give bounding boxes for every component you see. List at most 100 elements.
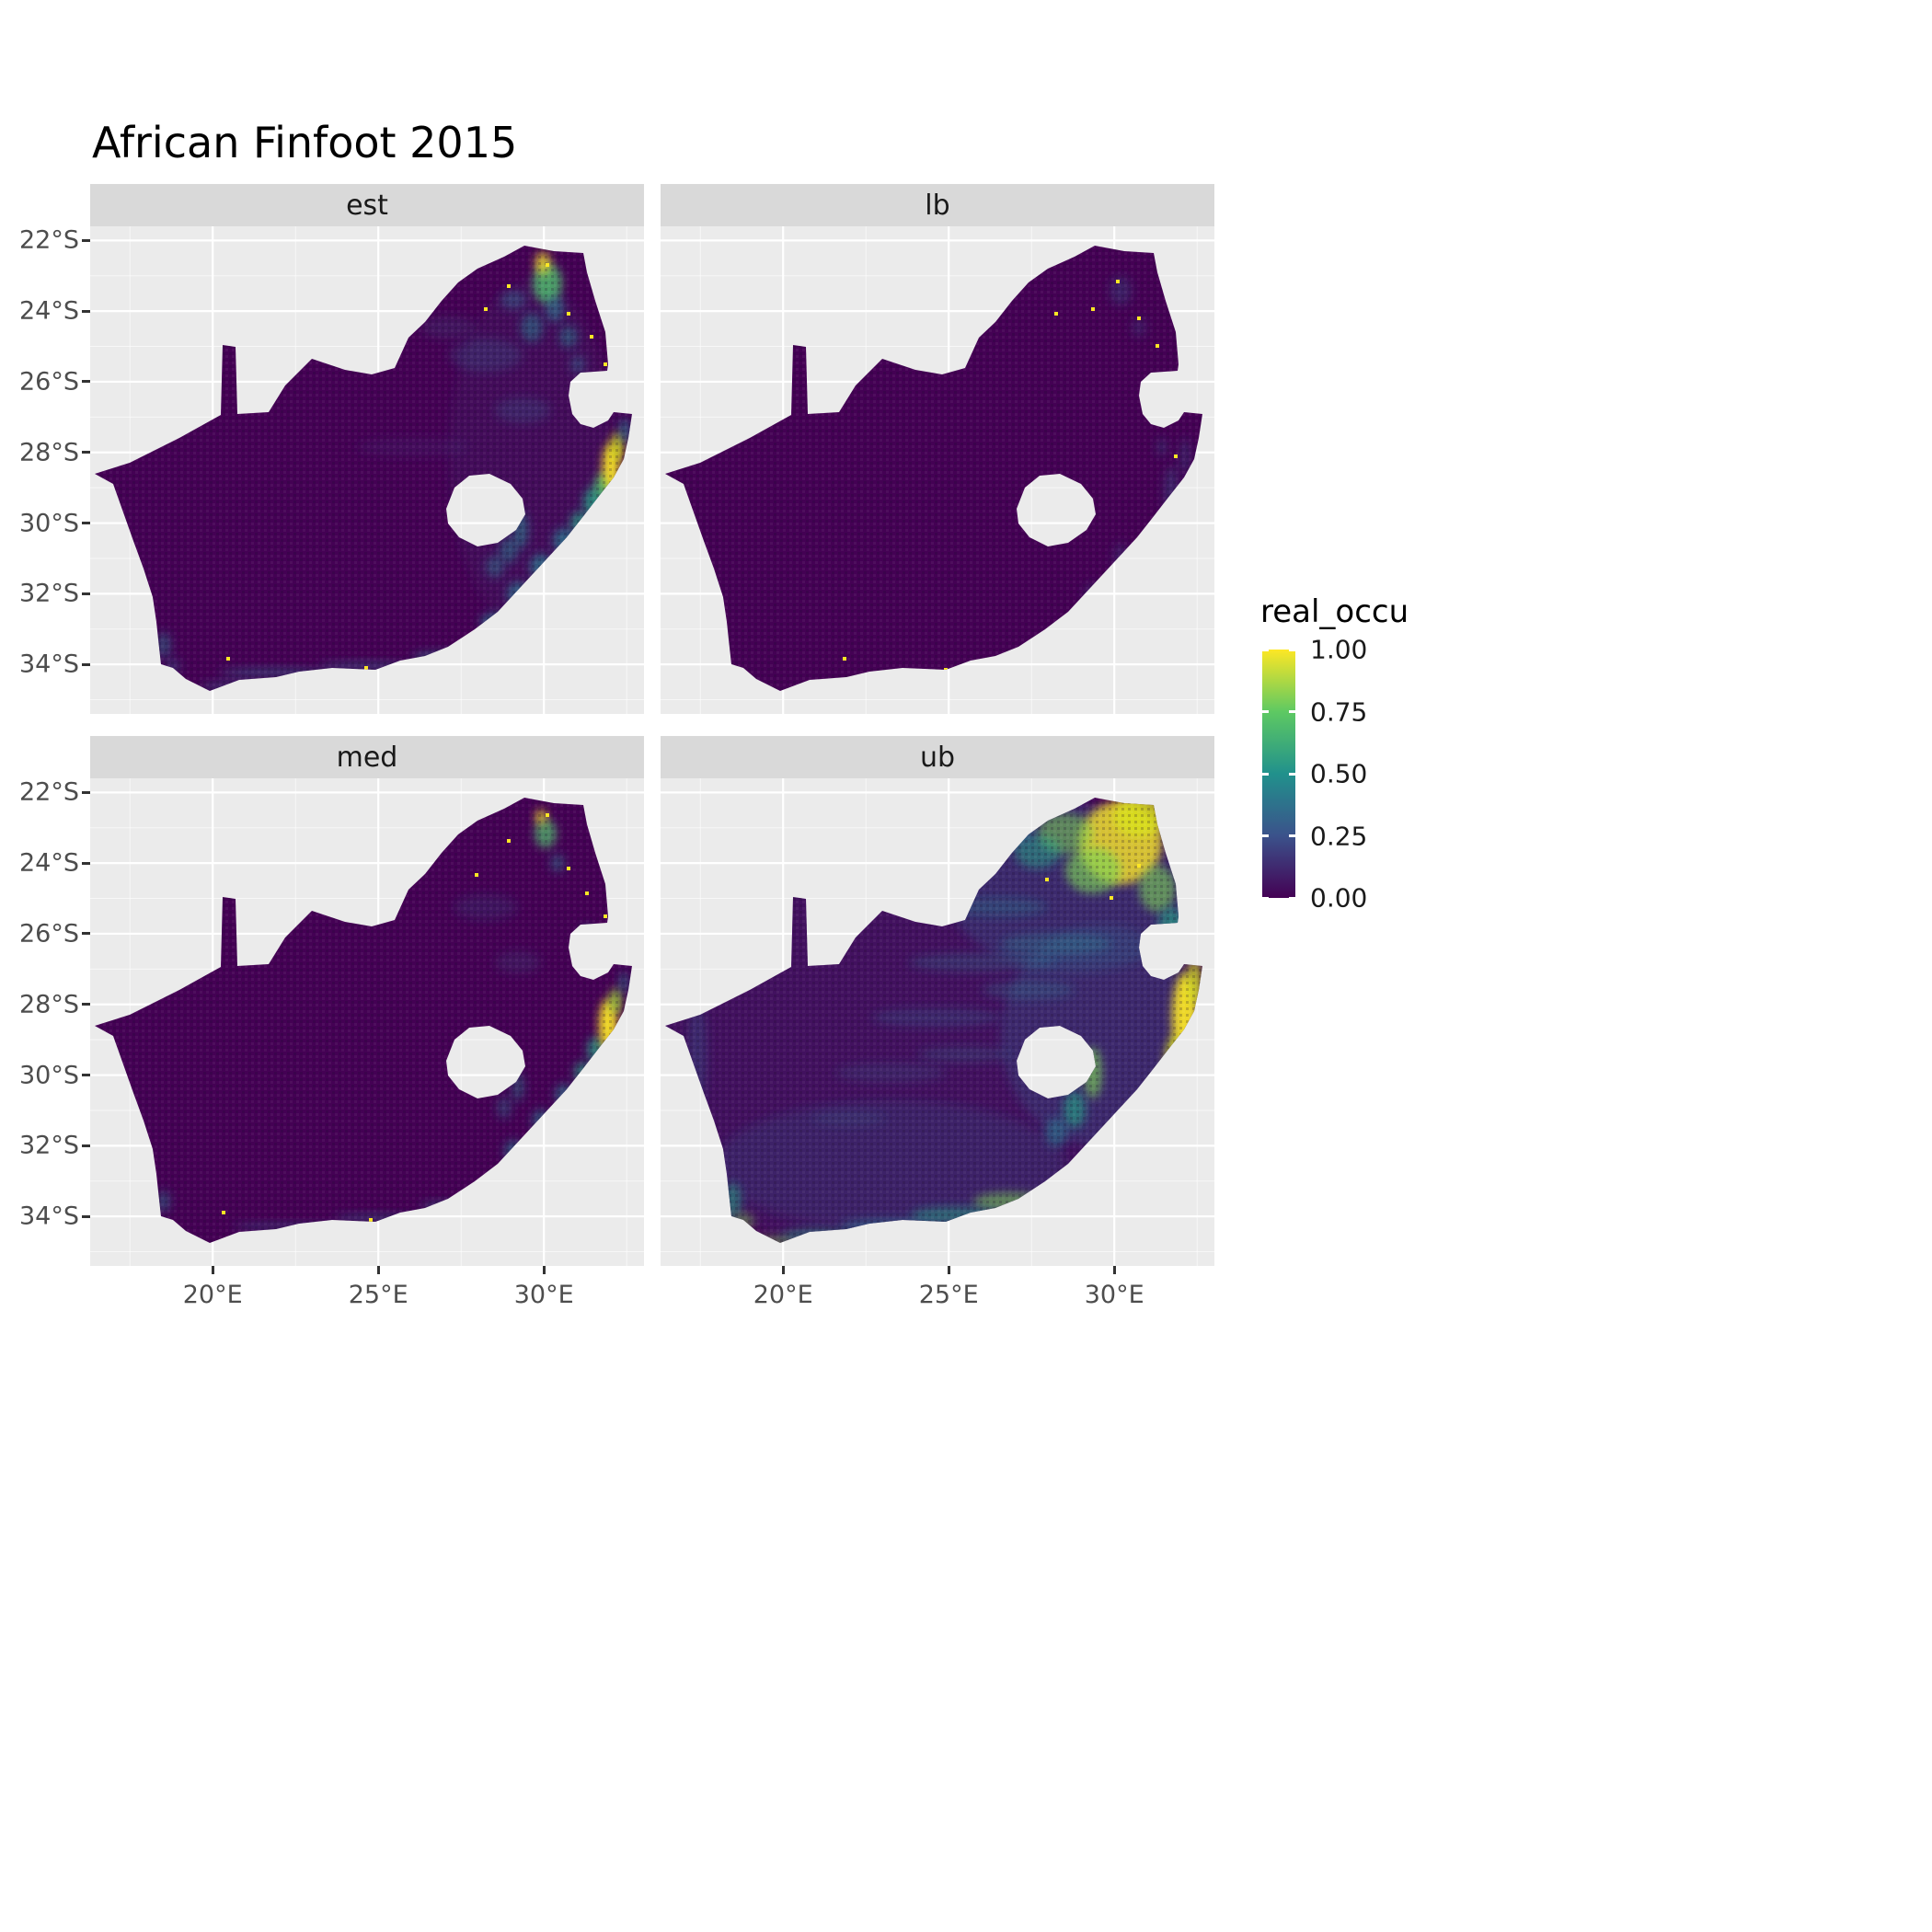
occupied-cell-speck — [944, 668, 948, 672]
occupied-cell-speck — [590, 335, 593, 339]
y-axis-tick-mark — [82, 380, 90, 384]
x-axis-tick-mark — [542, 1266, 546, 1274]
facet-strip-med: med — [90, 736, 644, 778]
y-axis-tick-mark — [82, 1003, 90, 1006]
facet-panel-lb — [661, 226, 1214, 714]
y-axis-tick-label: 26°S — [19, 919, 79, 949]
occupied-cell-speck — [1156, 344, 1159, 348]
legend-colorbar-tick — [1262, 834, 1269, 837]
occupied-cell-speck — [1137, 316, 1141, 320]
occupied-cell-speck — [1045, 878, 1049, 881]
y-axis-tick-mark — [82, 522, 90, 525]
occupied-cell-speck — [604, 914, 607, 918]
legend-colorbar-tick — [1262, 772, 1269, 776]
occupied-cell-speck — [585, 891, 589, 895]
legend-break-label: 0.75 — [1310, 696, 1368, 727]
x-axis-tick-label: 20°E — [182, 1281, 243, 1309]
y-axis-tick-mark — [82, 662, 90, 666]
x-axis-tick-mark — [947, 1266, 950, 1274]
occupied-cell-speck — [1054, 312, 1058, 316]
facet-strip-label: lb — [925, 189, 950, 222]
y-axis-tick-label: 22°S — [19, 777, 79, 807]
y-axis-tick-label: 32°S — [19, 1131, 79, 1160]
occupied-cell-speck — [567, 312, 570, 316]
occupied-cell-speck — [1137, 864, 1141, 868]
occupied-cell-speck — [1091, 307, 1095, 311]
x-axis-tick-label: 20°E — [753, 1281, 813, 1309]
y-axis-tick-label: 24°S — [19, 296, 79, 326]
x-axis-tick-label: 30°E — [513, 1281, 574, 1309]
occupied-cell-speck — [364, 666, 368, 670]
occupied-cell-speck — [507, 839, 511, 843]
occupied-cell-speck — [604, 362, 607, 366]
occupied-cell-speck — [475, 873, 478, 877]
x-axis-tick-label: 25°E — [918, 1281, 979, 1309]
x-axis-tick-mark — [1112, 1266, 1116, 1274]
facet-panel-ub — [661, 778, 1214, 1266]
facet-strip-label: est — [346, 189, 388, 222]
legend-colorbar-tick — [1289, 896, 1295, 900]
facet-panel-est — [90, 226, 644, 714]
y-axis-tick-label: 22°S — [19, 225, 79, 255]
occupied-cell-speck — [484, 307, 488, 311]
y-axis-tick-mark — [82, 309, 90, 313]
occupied-cell-speck — [1174, 454, 1178, 458]
occupied-cell-speck — [546, 263, 549, 267]
legend-colorbar-tick — [1289, 834, 1295, 837]
legend-break-label: 0.00 — [1310, 882, 1368, 914]
facet-strip-label: ub — [919, 741, 956, 774]
legend-break-label: 0.50 — [1310, 758, 1368, 789]
map-ub — [661, 778, 1214, 1266]
occupied-cell-speck — [369, 1218, 373, 1222]
y-axis-tick-label: 32°S — [19, 579, 79, 608]
facet-strip-label: med — [336, 741, 398, 774]
facet-strip-lb: lb — [661, 184, 1214, 226]
map-est — [90, 226, 644, 714]
y-axis-tick-mark — [82, 592, 90, 595]
occupied-cell-speck — [507, 284, 511, 288]
legend-colorbar-tick — [1289, 772, 1295, 776]
facet-strip-est: est — [90, 184, 644, 226]
occupied-cell-speck — [1110, 896, 1113, 900]
x-axis-tick-label: 30°E — [1084, 1281, 1144, 1309]
y-axis-tick-label: 30°S — [19, 1061, 79, 1090]
x-axis-tick-label: 25°E — [348, 1281, 408, 1309]
y-axis-tick-mark — [82, 1144, 90, 1147]
y-axis-tick-label: 34°S — [19, 650, 79, 679]
facet-strip-ub: ub — [661, 736, 1214, 778]
legend-colorbar-tick — [1289, 710, 1295, 713]
legend-break-label: 0.25 — [1310, 821, 1368, 851]
y-axis-tick-mark — [82, 238, 90, 242]
chart-title: African Finfoot 2015 — [92, 118, 518, 167]
x-axis-tick-mark — [211, 1266, 214, 1274]
y-axis-tick-mark — [82, 861, 90, 865]
map-med — [90, 778, 644, 1266]
occupied-cell-speck — [226, 657, 230, 661]
legend-colorbar-tick — [1262, 896, 1269, 900]
occupied-cell-speck — [567, 867, 570, 870]
y-axis-tick-mark — [82, 1074, 90, 1077]
occupied-cell-speck — [843, 657, 846, 661]
y-axis-tick-mark — [82, 451, 90, 454]
x-axis-tick-mark — [781, 1266, 785, 1274]
occupied-cell-speck — [546, 813, 549, 817]
y-axis-tick-label: 34°S — [19, 1202, 79, 1231]
legend-title: real_occu — [1260, 593, 1409, 630]
y-axis-tick-mark — [82, 1214, 90, 1218]
y-axis-tick-mark — [82, 932, 90, 936]
y-axis-tick-mark — [82, 790, 90, 794]
y-axis-tick-label: 28°S — [19, 438, 79, 467]
facet-panel-med — [90, 778, 644, 1266]
x-axis-tick-mark — [376, 1266, 380, 1274]
y-axis-tick-label: 24°S — [19, 848, 79, 878]
occupied-cell-speck — [1116, 280, 1120, 283]
map-lb — [661, 226, 1214, 714]
legend-colorbar-tick — [1289, 648, 1295, 651]
legend-colorbar-tick — [1262, 648, 1269, 651]
y-axis-tick-label: 30°S — [19, 509, 79, 538]
occupied-cell-speck — [222, 1211, 225, 1214]
legend-colorbar-tick — [1262, 710, 1269, 713]
legend-break-label: 1.00 — [1310, 634, 1368, 665]
y-axis-tick-label: 28°S — [19, 990, 79, 1019]
